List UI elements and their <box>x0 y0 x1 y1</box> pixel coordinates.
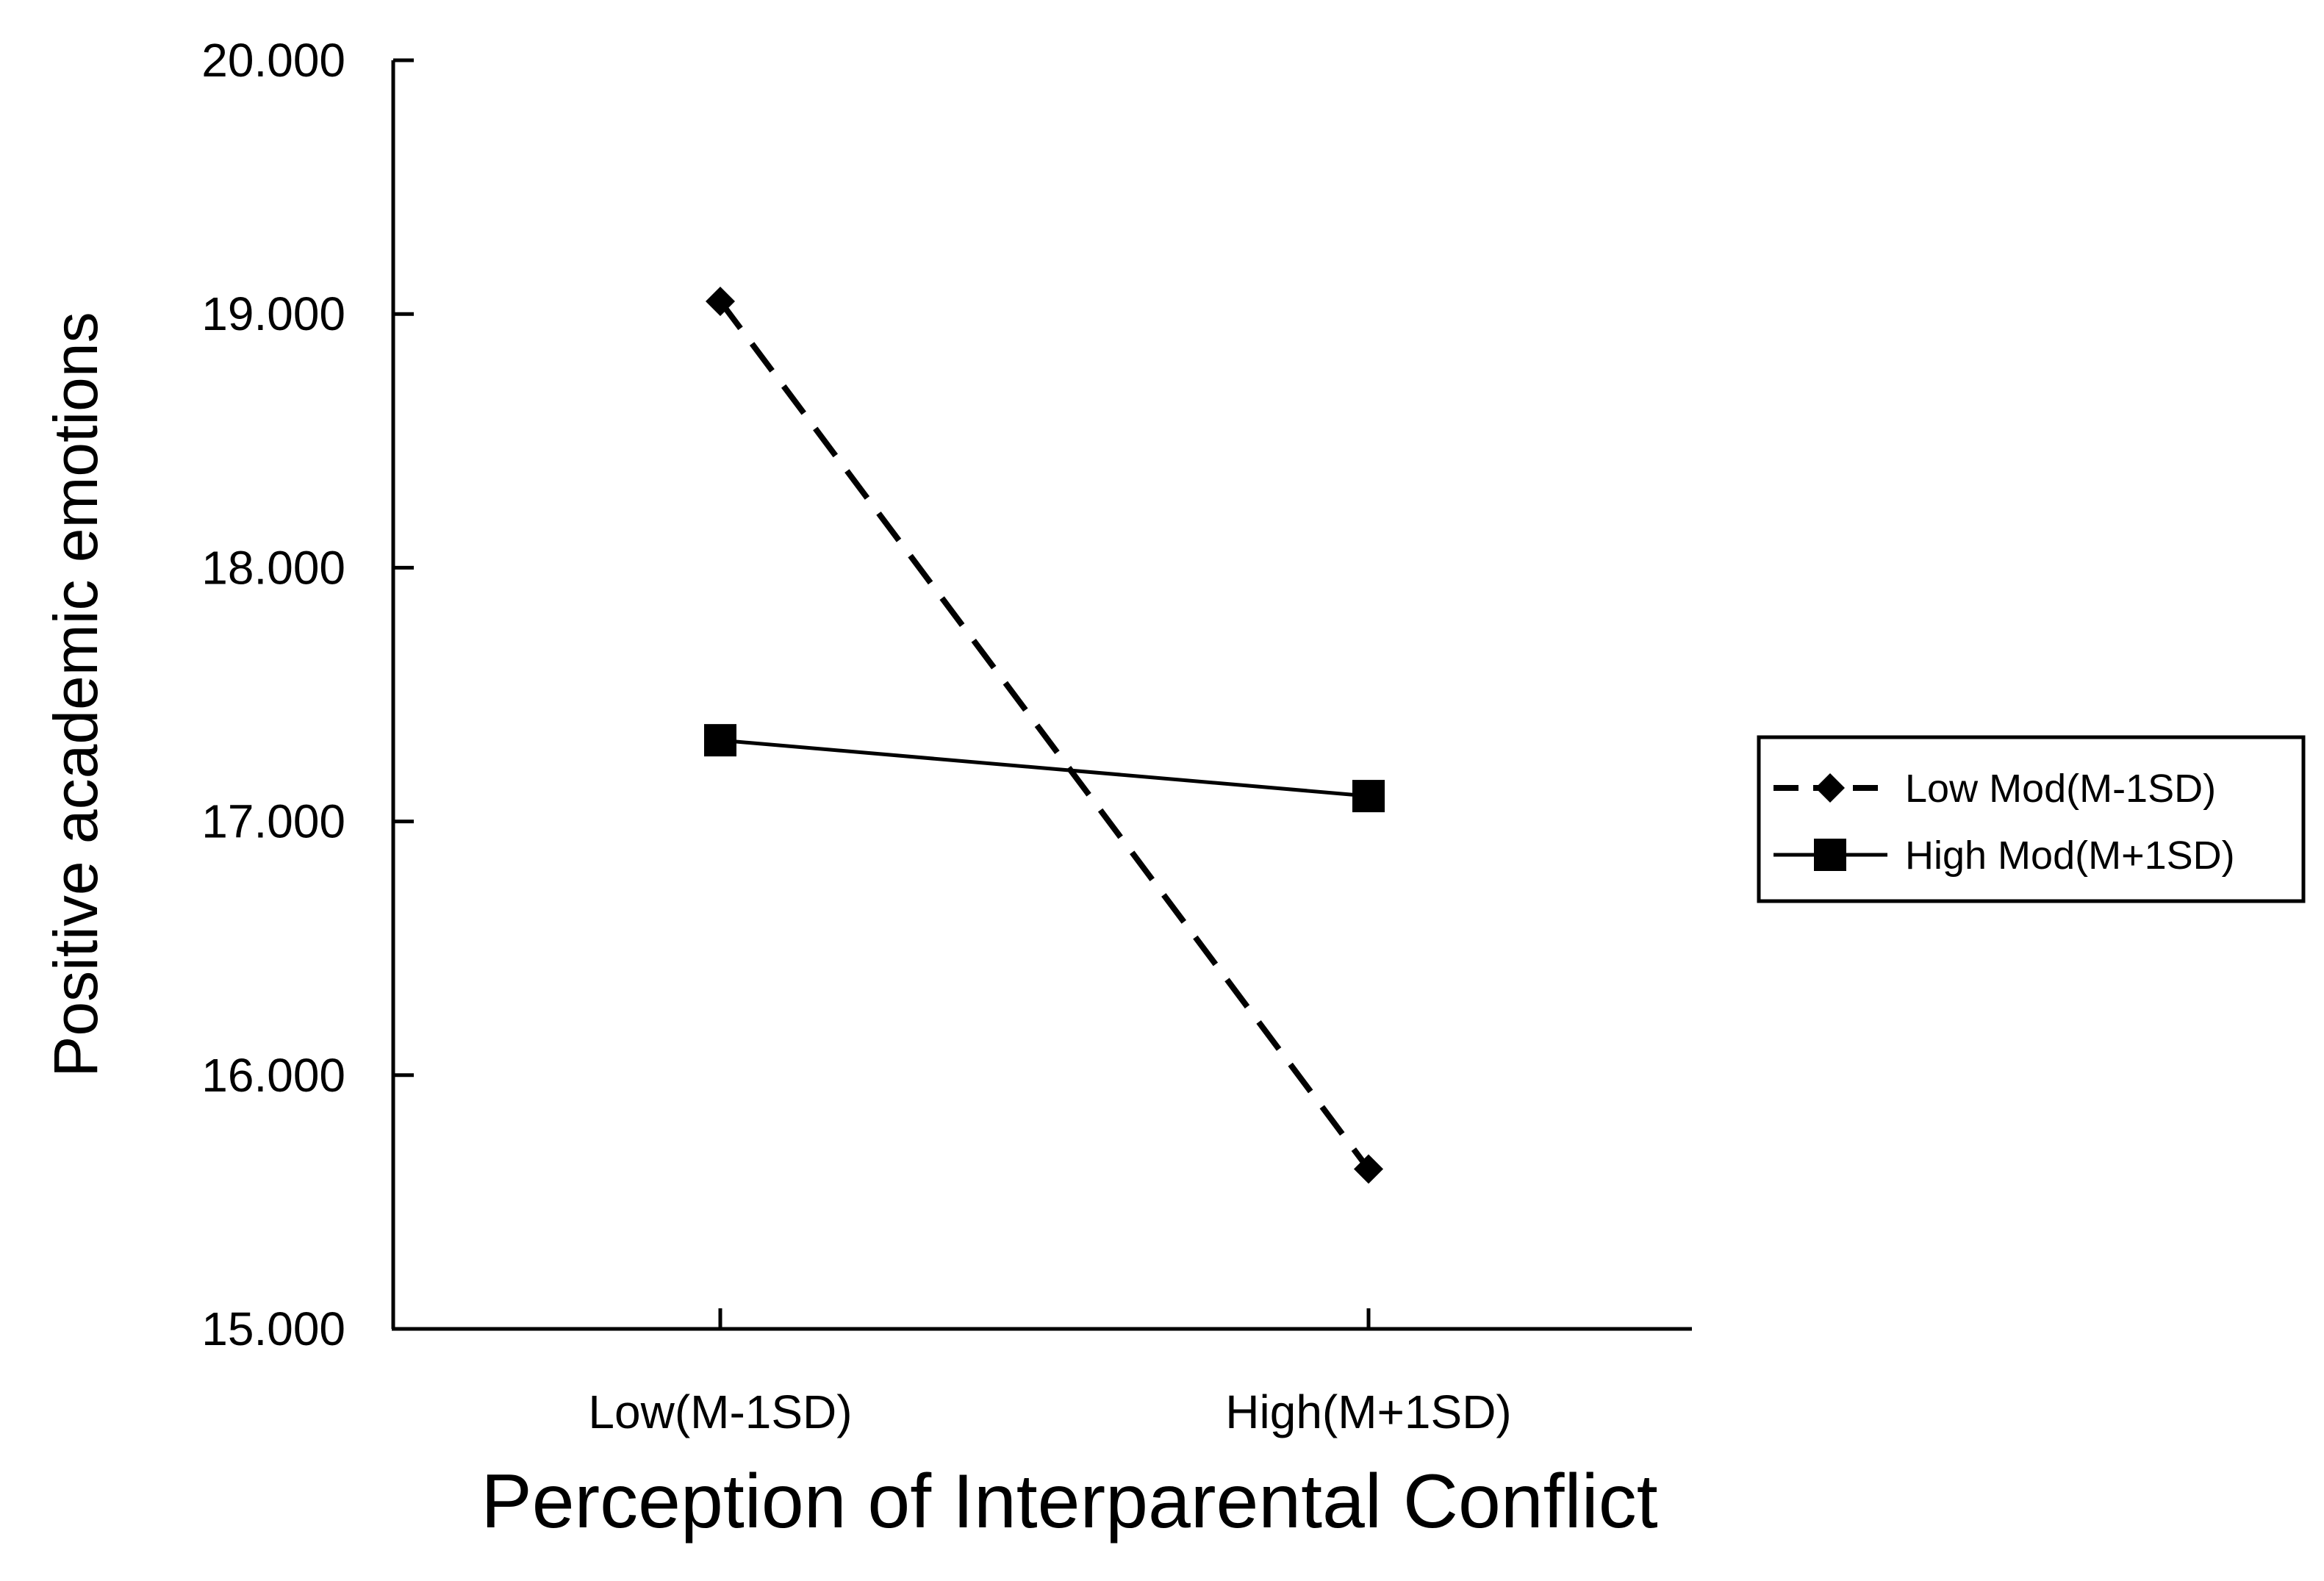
y-tick-label: 16.000 <box>201 1049 345 1102</box>
y-tick-label: 17.000 <box>201 795 345 848</box>
legend-square-marker <box>1814 839 1846 871</box>
legend-label: High Mod(M+1SD) <box>1905 833 2235 878</box>
axes <box>391 60 1692 1331</box>
series-low-mod <box>706 286 1383 1184</box>
diamond-marker <box>1354 1154 1383 1184</box>
x-axis-title: Perception of Interparental Conflict <box>481 1459 1657 1544</box>
diamond-marker <box>706 286 735 316</box>
y-tick-label: 15.000 <box>201 1302 345 1355</box>
y-ticks: 15.000 16.000 17.000 18.000 19.000 20.000 <box>201 34 414 1355</box>
x-ticks: Low(M-1SD) High(M+1SD) <box>588 1308 1512 1438</box>
y-tick-label: 19.000 <box>201 287 345 340</box>
legend-box <box>1757 735 2306 903</box>
series-line <box>720 738 1369 798</box>
x-tick-label: High(M+1SD) <box>1225 1385 1511 1438</box>
legend: Low Mod(M-1SD) High Mod(M+1SD) <box>1757 735 2306 903</box>
y-tick-label: 18.000 <box>201 541 345 594</box>
legend-diamond-marker <box>1815 773 1845 803</box>
y-tick-label: 20.000 <box>201 34 345 87</box>
y-axis-title: Positive academic emotions <box>41 312 110 1077</box>
series-layer <box>704 286 1385 1184</box>
legend-label: Low Mod(M-1SD) <box>1905 767 2216 811</box>
series-high-mod <box>704 724 1385 813</box>
x-tick-label: Low(M-1SD) <box>588 1385 852 1438</box>
series-line <box>717 299 1371 1171</box>
square-marker <box>1352 780 1385 813</box>
square-marker <box>704 724 736 757</box>
